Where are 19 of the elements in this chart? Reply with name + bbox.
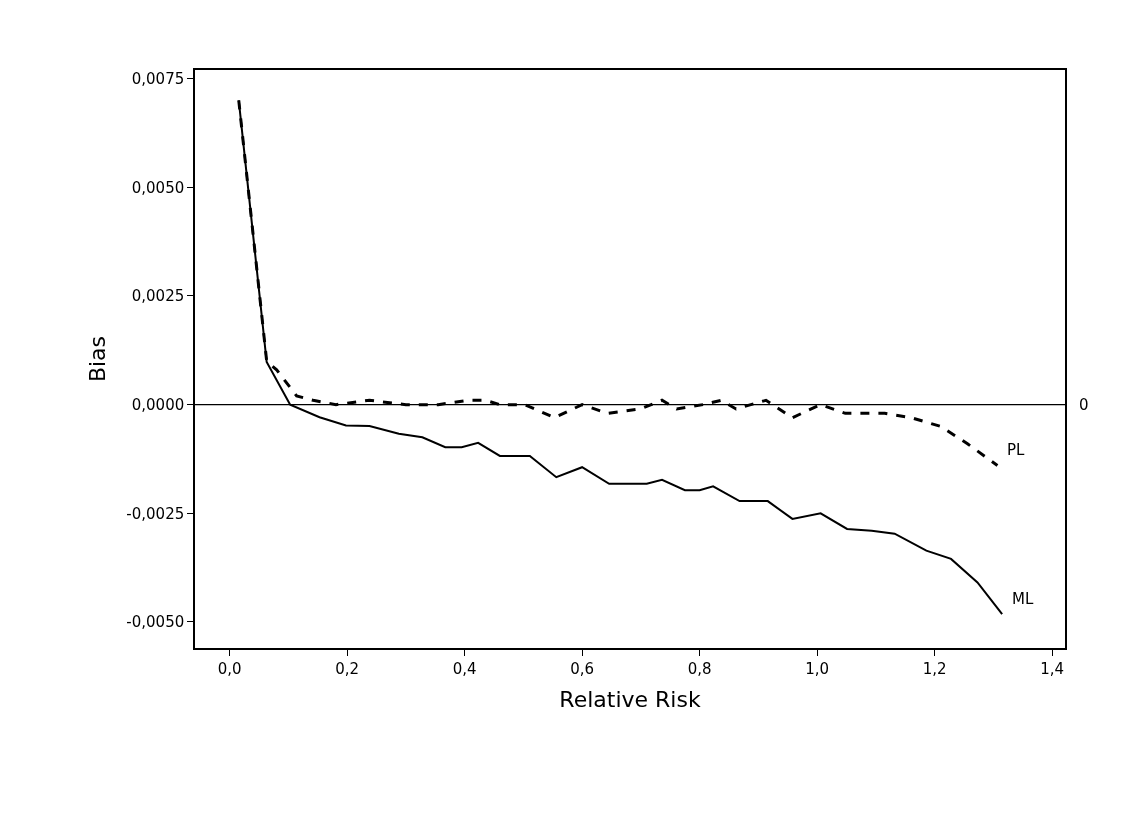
x-tick-label: 0,2 bbox=[335, 659, 360, 678]
x-tick-label: 1,2 bbox=[922, 659, 947, 678]
y-tick-label: 0,0000 bbox=[131, 395, 185, 414]
x-tick-label: 1,4 bbox=[1040, 659, 1065, 678]
y-tick-label: 0,0050 bbox=[131, 178, 185, 197]
x-tick-label: 0,6 bbox=[570, 659, 595, 678]
y-tick-label: -0,0050 bbox=[126, 613, 185, 632]
y-tick-label: -0,0025 bbox=[126, 504, 185, 523]
series-label: ML bbox=[1012, 590, 1034, 608]
y-tick-label: 0,0075 bbox=[131, 69, 185, 88]
x-tick-label: 0,0 bbox=[217, 659, 242, 678]
y-axis-title: Bias bbox=[84, 335, 110, 383]
x-tick-label: 0,8 bbox=[687, 659, 712, 678]
ref-line-label: 0 bbox=[1079, 396, 1089, 414]
x-tick-label: 0,4 bbox=[452, 659, 477, 678]
x-axis-title: Relative Risk bbox=[559, 687, 701, 713]
series-label: PL bbox=[1007, 441, 1026, 459]
x-tick-label: 1,0 bbox=[805, 659, 830, 678]
y-tick-label: 0,0025 bbox=[131, 287, 185, 306]
